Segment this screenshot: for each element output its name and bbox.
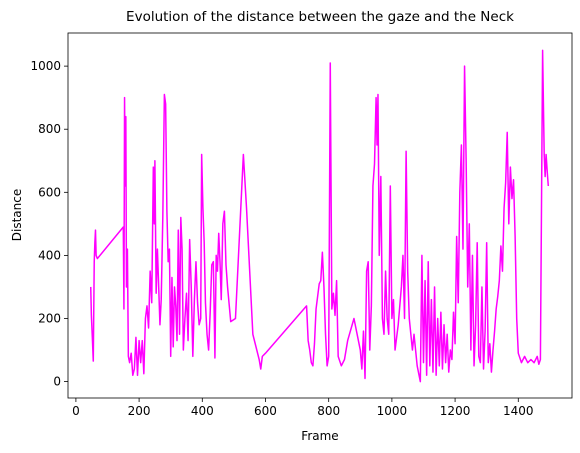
y-tick-label: 200 (38, 312, 61, 326)
y-tick-label: 0 (53, 375, 61, 389)
x-tick-label: 200 (128, 404, 151, 418)
x-tick-label: 800 (317, 404, 340, 418)
y-tick-label: 600 (38, 185, 61, 199)
y-tick-label: 1000 (30, 59, 61, 73)
x-tick-label: 1400 (503, 404, 534, 418)
chart-title: Evolution of the distance between the ga… (126, 9, 514, 25)
plot-frame (67, 32, 573, 399)
x-tick-label: 1000 (377, 404, 408, 418)
x-tick-label: 400 (191, 404, 214, 418)
x-tick-label: 1200 (440, 404, 471, 418)
data-line (90, 49, 550, 383)
x-tick-label: 0 (72, 404, 80, 418)
y-tick-label: 400 (38, 248, 61, 262)
y-axis-label: Distance (10, 189, 24, 241)
x-axis-label: Frame (301, 429, 338, 443)
y-tick-label: 800 (38, 122, 61, 136)
x-tick-label: 600 (254, 404, 277, 418)
